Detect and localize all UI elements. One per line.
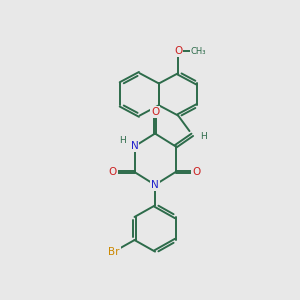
Text: Br: Br xyxy=(108,247,120,256)
Text: O: O xyxy=(151,107,159,117)
Text: N: N xyxy=(130,141,138,152)
Text: CH₃: CH₃ xyxy=(191,47,206,56)
Text: O: O xyxy=(174,46,182,56)
Text: O: O xyxy=(192,167,200,177)
Text: O: O xyxy=(109,167,117,177)
Text: H: H xyxy=(200,132,206,141)
Text: N: N xyxy=(151,180,159,190)
Text: H: H xyxy=(120,136,126,145)
